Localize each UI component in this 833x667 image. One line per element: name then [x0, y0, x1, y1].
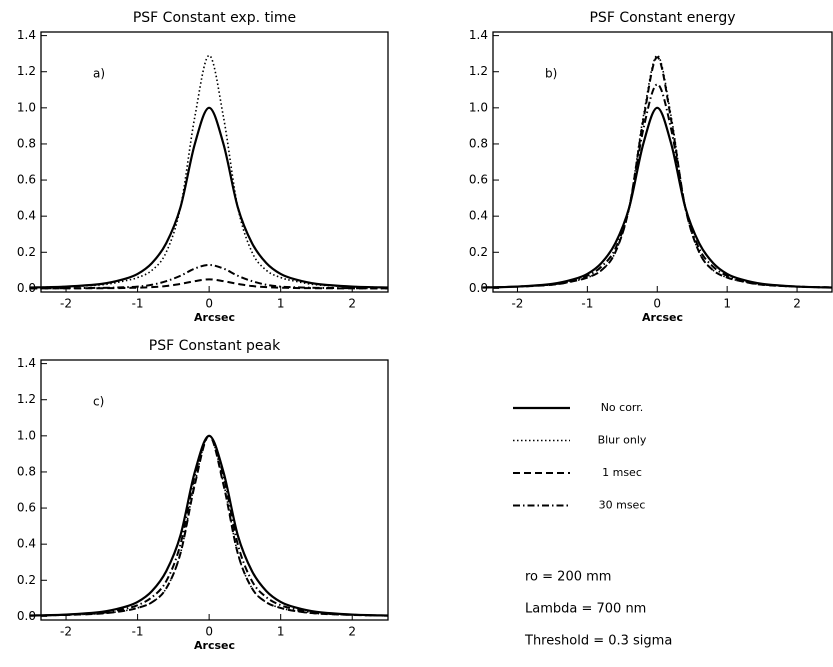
x-tick-label: 2 [348, 297, 356, 311]
x-tick-label: -2 [60, 625, 72, 639]
panel-label: b) [545, 67, 557, 81]
y-tick-label: 0.6 [17, 173, 36, 187]
series-line [30, 434, 389, 617]
y-tick-label: 0.0 [469, 281, 488, 295]
y-tick-label: 0.8 [17, 136, 36, 150]
chart-title: PSF Constant energy [589, 10, 735, 26]
legend-label: Blur only [598, 434, 647, 447]
legend-label: 30 msec [599, 499, 646, 512]
x-tick-label: -2 [511, 297, 523, 311]
x-tick-label: -2 [60, 297, 72, 311]
x-tick-label: 0 [653, 297, 661, 311]
y-tick-label: 0.8 [469, 136, 488, 150]
series-line [482, 54, 833, 289]
y-tick-label: 0.0 [17, 281, 36, 295]
chart-title: PSF Constant exp. time [133, 10, 296, 26]
x-tick-label: 2 [348, 625, 356, 639]
panel-label: a) [93, 67, 105, 81]
y-tick-label: 0.2 [469, 245, 488, 259]
x-axis-label: Arcsec [642, 311, 683, 324]
y-tick-label: 0.4 [469, 209, 488, 223]
annotation: ro = 200 mm [525, 570, 611, 585]
y-tick-label: 0.6 [17, 501, 36, 515]
y-tick-label: 1.4 [469, 28, 488, 42]
legend-label: No corr. [601, 401, 644, 414]
x-tick-label: 1 [277, 297, 285, 311]
x-tick-label: -1 [581, 297, 593, 311]
plot-frame [492, 31, 833, 293]
legend-label: 1 msec [602, 466, 642, 479]
annotation: Threshold = 0.3 sigma [524, 634, 672, 649]
y-tick-label: 1.2 [17, 64, 36, 78]
series-line [30, 434, 389, 617]
x-axis-label: Arcsec [194, 639, 235, 652]
y-tick-label: 1.4 [17, 28, 36, 42]
y-tick-label: 0.0 [17, 609, 36, 623]
series-line [482, 56, 833, 289]
y-tick-label: 1.0 [469, 100, 488, 114]
y-tick-label: 0.4 [17, 209, 36, 223]
series-line [482, 83, 833, 289]
series-line [30, 434, 389, 617]
y-tick-label: 1.0 [17, 100, 36, 114]
y-tick-label: 0.4 [17, 537, 36, 551]
x-tick-label: 1 [277, 625, 285, 639]
y-tick-label: 0.2 [17, 573, 36, 587]
series-line [30, 54, 389, 289]
x-tick-label: 2 [793, 297, 801, 311]
y-tick-label: 1.4 [17, 356, 36, 370]
series-line [30, 263, 389, 290]
x-tick-label: -1 [132, 297, 144, 311]
y-tick-label: 0.6 [469, 173, 488, 187]
panel-label: c) [93, 395, 104, 409]
series-line [482, 106, 833, 289]
x-tick-label: 0 [205, 297, 213, 311]
plot-frame [40, 31, 389, 293]
y-tick-label: 0.8 [17, 464, 36, 478]
y-tick-label: 1.2 [17, 392, 36, 406]
y-tick-label: 1.2 [469, 64, 488, 78]
x-tick-label: 1 [723, 297, 731, 311]
chart-title: PSF Constant peak [149, 338, 281, 354]
y-tick-label: 1.0 [17, 428, 36, 442]
y-tick-label: 0.2 [17, 245, 36, 259]
plot-frame [40, 359, 389, 621]
series-line [30, 106, 389, 289]
x-tick-label: 0 [205, 625, 213, 639]
x-axis-label: Arcsec [194, 311, 235, 324]
series-line [30, 435, 389, 617]
annotation: Lambda = 700 nm [525, 602, 646, 617]
x-tick-label: -1 [132, 625, 144, 639]
